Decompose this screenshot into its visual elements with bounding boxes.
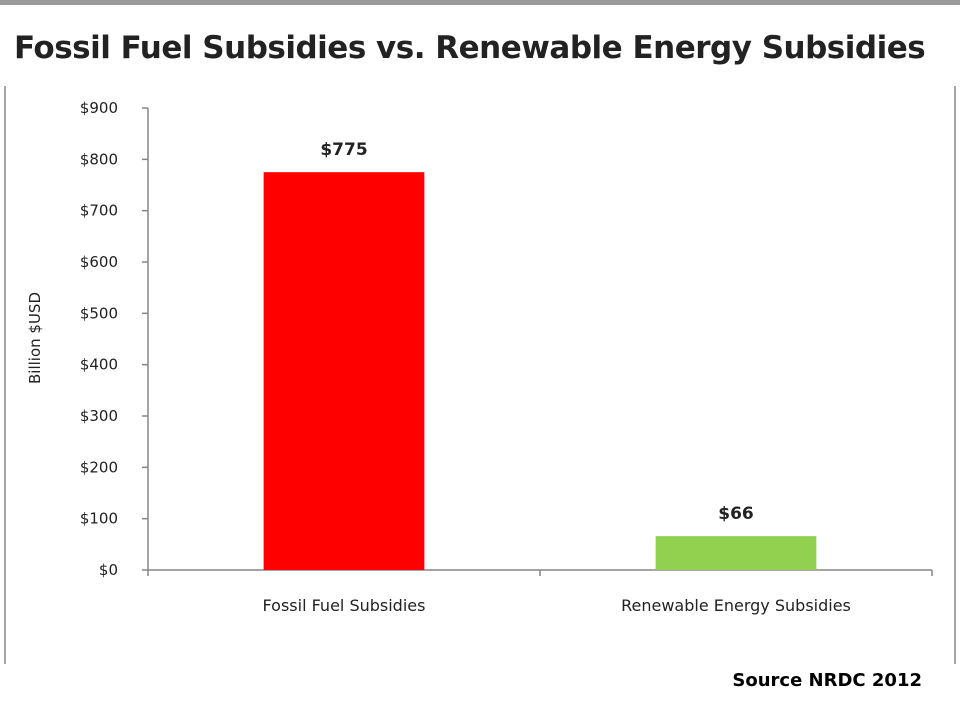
bar-series (263, 172, 817, 570)
y-tick-label: $100 (80, 510, 118, 528)
y-tick-label: $300 (80, 407, 118, 425)
y-tick-label: $800 (80, 150, 118, 168)
y-tick-label: $600 (80, 253, 118, 271)
y-tick-label: $500 (80, 304, 118, 322)
x-category-label: Fossil Fuel Subsidies (263, 596, 426, 615)
bar-value-label: $775 (320, 140, 367, 160)
y-axis: $0 $100 $200 $300 $400 $500 $600 $700 $800 $900 (80, 99, 149, 579)
y-axis-title: Billion $USD (26, 292, 44, 384)
y-tick-label: $900 (80, 99, 118, 117)
slide-title: Fossil Fuel Subsidies vs. Renewable Ener… (14, 30, 926, 66)
bar (655, 536, 817, 570)
data-labels: $775 $66 (320, 140, 753, 524)
y-tick-label: $400 (80, 356, 118, 374)
bar (263, 172, 425, 570)
x-category-label: Renewable Energy Subsidies (621, 596, 851, 615)
x-axis: Fossil Fuel Subsidies Renewable Energy Su… (147, 569, 933, 615)
y-tick-label: $700 (80, 202, 118, 220)
y-tick-label: $0 (99, 561, 118, 579)
source-note: Source NRDC 2012 (732, 670, 922, 691)
top-rule (0, 0, 960, 5)
y-tick-label: $200 (80, 458, 118, 476)
bar-value-label: $66 (718, 504, 754, 524)
